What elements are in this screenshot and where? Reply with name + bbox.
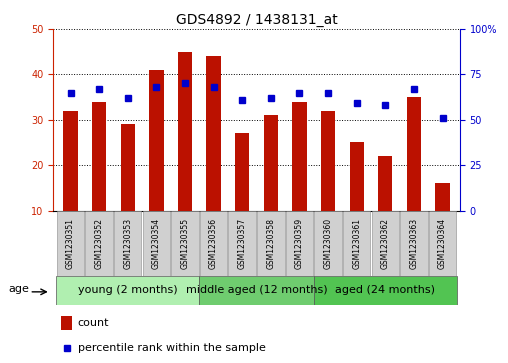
Bar (56, 276, 199, 305)
Bar (429, 211, 456, 276)
Bar (264, 115, 278, 256)
Bar (206, 56, 221, 256)
Bar (200, 211, 228, 276)
Text: aged (24 months): aged (24 months) (335, 285, 435, 295)
Bar (400, 211, 428, 276)
Bar (407, 97, 421, 256)
Bar (114, 211, 142, 276)
Bar (171, 211, 199, 276)
Text: GSM1230355: GSM1230355 (180, 218, 189, 269)
Text: GSM1230362: GSM1230362 (381, 218, 390, 269)
Bar (120, 124, 135, 256)
Bar (143, 211, 170, 276)
Bar (257, 211, 284, 276)
Bar (178, 52, 192, 256)
Bar (314, 211, 342, 276)
Text: GSM1230359: GSM1230359 (295, 218, 304, 269)
Bar (285, 211, 313, 276)
Bar (343, 211, 370, 276)
Bar (149, 70, 164, 256)
Text: GSM1230364: GSM1230364 (438, 218, 447, 269)
Bar (92, 102, 106, 256)
Text: count: count (78, 318, 109, 328)
Text: percentile rank within the sample: percentile rank within the sample (78, 343, 266, 353)
Text: GSM1230363: GSM1230363 (409, 218, 419, 269)
Bar (57, 211, 84, 276)
Bar (314, 276, 457, 305)
Text: GSM1230353: GSM1230353 (123, 218, 132, 269)
Bar (199, 276, 314, 305)
Text: GSM1230356: GSM1230356 (209, 218, 218, 269)
Bar (292, 102, 307, 256)
Text: GSM1230360: GSM1230360 (324, 218, 333, 269)
Bar (435, 183, 450, 256)
Title: GDS4892 / 1438131_at: GDS4892 / 1438131_at (176, 13, 337, 26)
Text: GSM1230354: GSM1230354 (152, 218, 161, 269)
Text: GSM1230358: GSM1230358 (266, 218, 275, 269)
Text: age: age (8, 284, 29, 294)
Bar (229, 211, 256, 276)
Text: GSM1230352: GSM1230352 (94, 218, 104, 269)
Text: GSM1230351: GSM1230351 (66, 218, 75, 269)
Bar (61, 316, 72, 330)
Bar (350, 143, 364, 256)
Text: GSM1230361: GSM1230361 (352, 218, 361, 269)
Text: young (2 months): young (2 months) (78, 285, 178, 295)
Text: GSM1230357: GSM1230357 (238, 218, 247, 269)
Bar (235, 133, 249, 256)
Bar (85, 211, 113, 276)
Bar (378, 156, 393, 256)
Bar (321, 111, 335, 256)
Bar (371, 211, 399, 276)
Bar (64, 111, 78, 256)
Text: middle aged (12 months): middle aged (12 months) (186, 285, 327, 295)
